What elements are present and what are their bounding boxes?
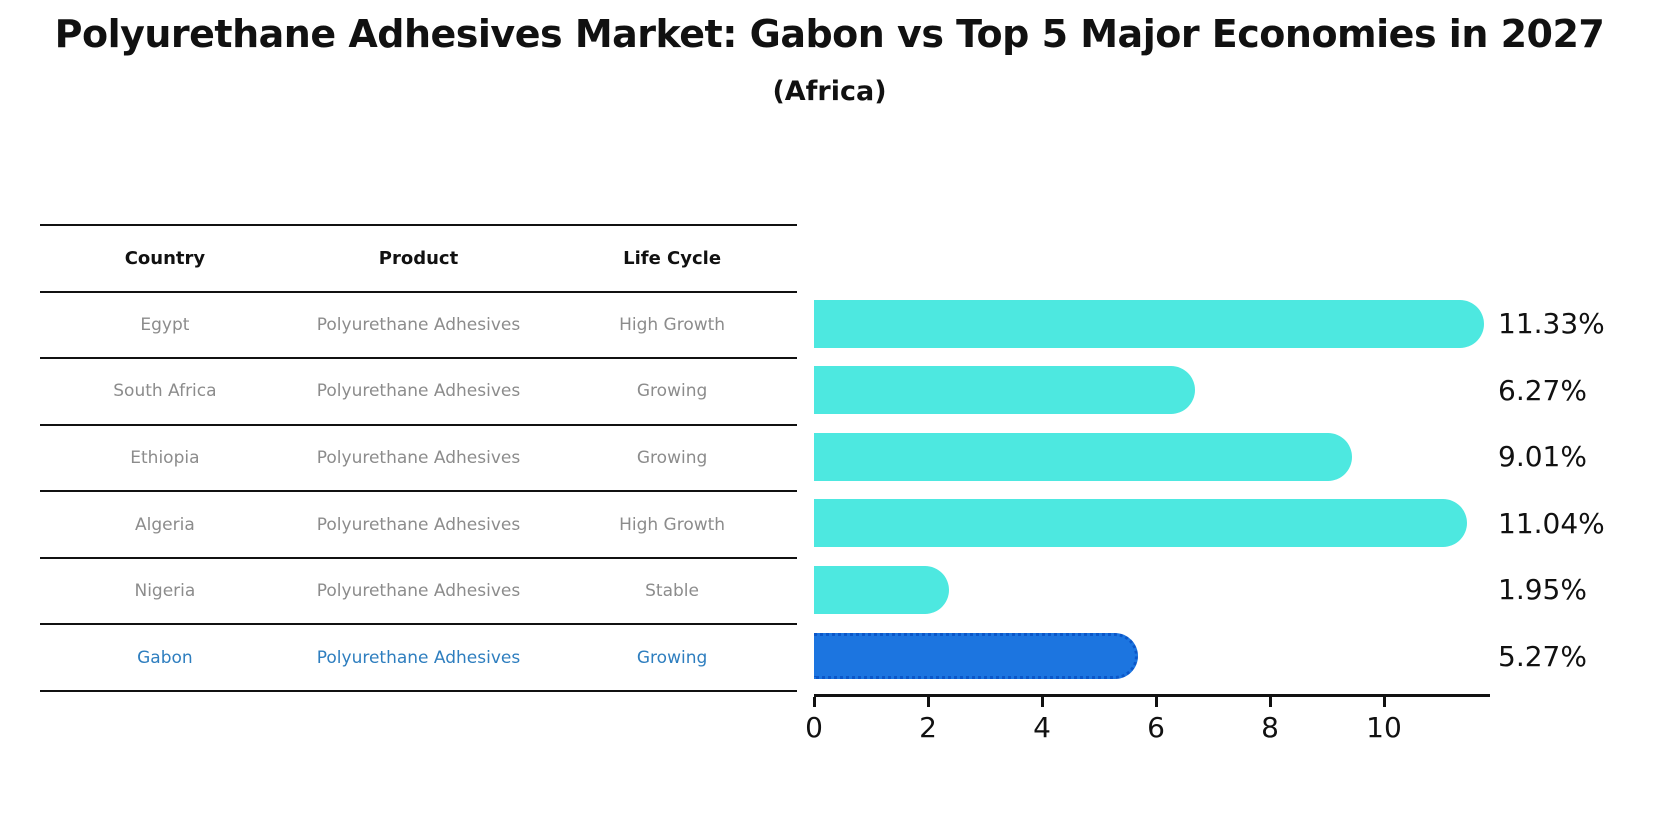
x-axis-tick bbox=[1040, 697, 1044, 707]
table-header-row: Country Product Life Cycle bbox=[40, 226, 797, 293]
cell-country: Gabon bbox=[137, 647, 193, 668]
x-axis-tick-label: 8 bbox=[1261, 711, 1279, 744]
page-title: Polyurethane Adhesives Market: Gabon vs … bbox=[54, 12, 1605, 56]
cell-product: Polyurethane Adhesives bbox=[316, 381, 521, 402]
cell-country: Egypt bbox=[140, 314, 190, 335]
x-axis-tick bbox=[926, 697, 930, 707]
cell-life-cycle: High Growth bbox=[619, 514, 726, 535]
cell-product: Polyurethane Adhesives bbox=[316, 647, 521, 668]
table-row: Algeria Polyurethane Adhesives High Grow… bbox=[40, 492, 797, 559]
cell-life-cycle: High Growth bbox=[619, 314, 726, 335]
x-axis-spine bbox=[814, 694, 1490, 697]
cell-product: Polyurethane Adhesives bbox=[316, 581, 521, 602]
bar-egypt bbox=[814, 299, 1484, 348]
table-row: South Africa Polyurethane Adhesives Grow… bbox=[40, 359, 797, 426]
cell-life-cycle: Growing bbox=[636, 647, 708, 668]
bar-chart: 11.33% 6.27% 9.01% 11.04% 1.95% 5.27% 0 2 4 6 8 10 bbox=[805, 224, 1659, 784]
data-table: Country Product Life Cycle Egypt Polyure… bbox=[40, 224, 797, 693]
header-cell-product: Product bbox=[378, 247, 459, 269]
value-label: 11.33% bbox=[1498, 307, 1605, 340]
table-row: Gabon Polyurethane Adhesives Growing bbox=[40, 625, 797, 693]
cell-life-cycle: Growing bbox=[636, 381, 708, 402]
x-axis-tick bbox=[812, 697, 816, 707]
cell-country: Nigeria bbox=[134, 581, 196, 602]
x-axis-tick-label: 0 bbox=[805, 711, 823, 744]
x-axis-tick-label: 10 bbox=[1366, 711, 1402, 744]
bar-ethiopia bbox=[814, 432, 1352, 481]
cell-life-cycle: Stable bbox=[645, 581, 699, 602]
x-axis-tick bbox=[1382, 697, 1386, 707]
page-subtitle: (Africa) bbox=[772, 76, 887, 107]
cell-product: Polyurethane Adhesives bbox=[316, 314, 521, 335]
value-label: 5.27% bbox=[1498, 639, 1587, 673]
value-label: 6.27% bbox=[1498, 373, 1587, 407]
value-label: 11.04% bbox=[1498, 506, 1605, 540]
cell-product: Polyurethane Adhesives bbox=[316, 514, 521, 535]
cell-life-cycle: Growing bbox=[636, 448, 708, 469]
bar-gabon bbox=[814, 633, 1139, 680]
x-axis-tick-label: 2 bbox=[919, 711, 937, 744]
x-axis-tick bbox=[1154, 697, 1158, 707]
bar-south-africa bbox=[814, 366, 1196, 415]
cell-country: Algeria bbox=[135, 514, 195, 535]
value-label: 9.01% bbox=[1498, 440, 1587, 474]
x-axis-tick bbox=[1268, 697, 1272, 707]
x-axis-tick-label: 6 bbox=[1147, 711, 1165, 744]
cell-product: Polyurethane Adhesives bbox=[316, 448, 521, 469]
header-cell-country: Country bbox=[124, 247, 206, 269]
table-row: Nigeria Polyurethane Adhesives Stable bbox=[40, 559, 797, 626]
cell-country: South Africa bbox=[113, 381, 217, 402]
bar-nigeria bbox=[814, 565, 950, 614]
table-row: Egypt Polyurethane Adhesives High Growth bbox=[40, 293, 797, 360]
table-row: Ethiopia Polyurethane Adhesives Growing bbox=[40, 426, 797, 493]
x-axis-tick-label: 4 bbox=[1033, 711, 1051, 744]
header-cell-life-cycle: Life Cycle bbox=[623, 247, 722, 269]
bar-algeria bbox=[814, 499, 1468, 548]
cell-country: Ethiopia bbox=[130, 448, 200, 469]
value-label: 1.95% bbox=[1498, 573, 1587, 607]
